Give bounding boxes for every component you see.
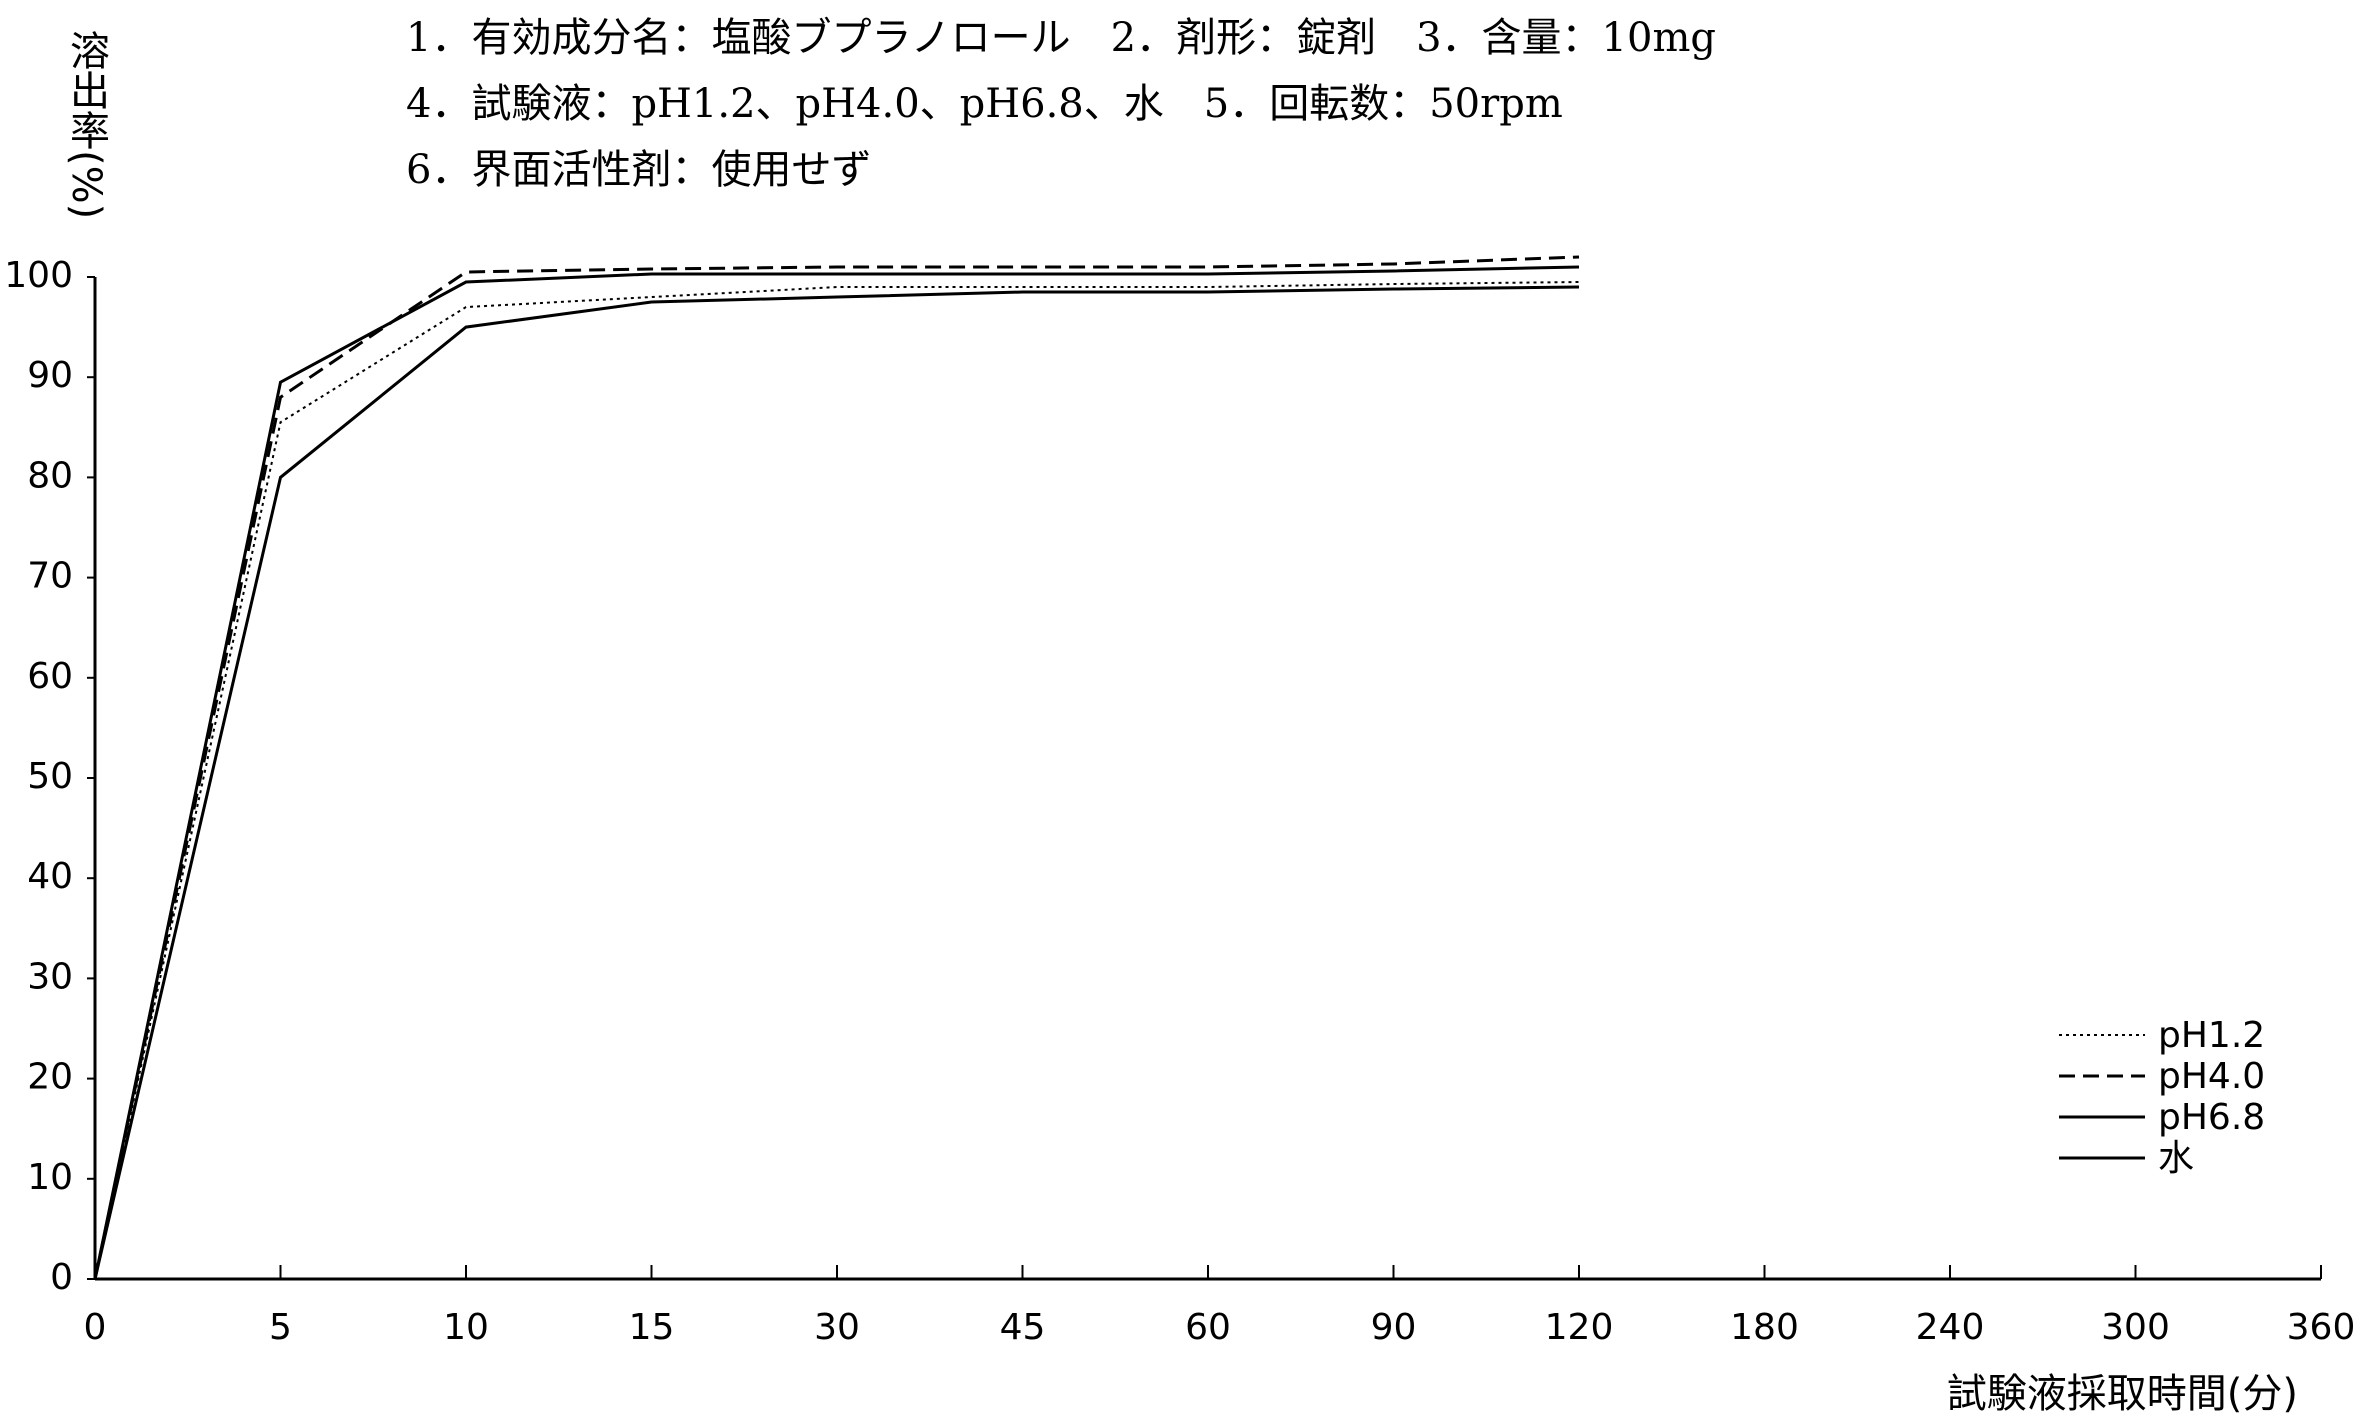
- y-tick-label: 20: [27, 1057, 73, 1098]
- y-tick-label: 10: [27, 1157, 73, 1198]
- x-tick-label: 5: [269, 1307, 292, 1348]
- title-line: 4．試験液：pH1.2、pH4.0、pH6.8、水 5．回転数：50rpm: [406, 81, 1563, 127]
- series-line: [94, 281, 1580, 1280]
- x-tick-label: 0: [84, 1307, 107, 1348]
- title-line: 6．界面活性剤：使用せず: [406, 147, 871, 193]
- legend-label: 水: [2158, 1138, 2194, 1179]
- x-tick-label: 240: [1916, 1307, 1985, 1348]
- x-tick-label: 15: [629, 1307, 675, 1348]
- x-tick-label: 120: [1545, 1307, 1614, 1348]
- legend-label: pH4.0: [2158, 1056, 2265, 1097]
- legend-label: pH1.2: [2158, 1015, 2265, 1056]
- y-tick-label: 0: [50, 1257, 73, 1298]
- x-tick-label: 45: [1000, 1307, 1046, 1348]
- x-tick-label: 180: [1730, 1307, 1799, 1348]
- y-tick-label: 90: [27, 355, 73, 396]
- x-tick-label: 300: [2101, 1307, 2170, 1348]
- y-tick-label: 50: [27, 756, 73, 797]
- y-tick-label: 40: [27, 856, 73, 897]
- x-tick-label: 30: [814, 1307, 860, 1348]
- y-tick-label: 70: [27, 556, 73, 597]
- y-tick-label: 60: [27, 656, 73, 697]
- y-tick-label: 100: [4, 255, 73, 296]
- series-line: [93, 265, 1580, 1280]
- y-axis-label: 溶出率(%): [63, 30, 109, 219]
- series-line: [93, 255, 1580, 1280]
- y-tick-label: 30: [27, 956, 73, 997]
- x-axis-label: 試験液採取時間(分): [1947, 1371, 2298, 1417]
- x-tick-label: 10: [443, 1307, 489, 1348]
- x-tick-label: 360: [2287, 1307, 2356, 1348]
- legend-label: pH6.8: [2158, 1097, 2265, 1138]
- series-line: [93, 285, 1580, 1280]
- x-tick-label: 90: [1371, 1307, 1417, 1348]
- title-line: 1．有効成分名：塩酸ブプラノロール 2．剤形：錠剤 3．含量：10mg: [406, 15, 1716, 61]
- y-tick-label: 80: [27, 455, 73, 496]
- x-tick-label: 60: [1185, 1307, 1231, 1348]
